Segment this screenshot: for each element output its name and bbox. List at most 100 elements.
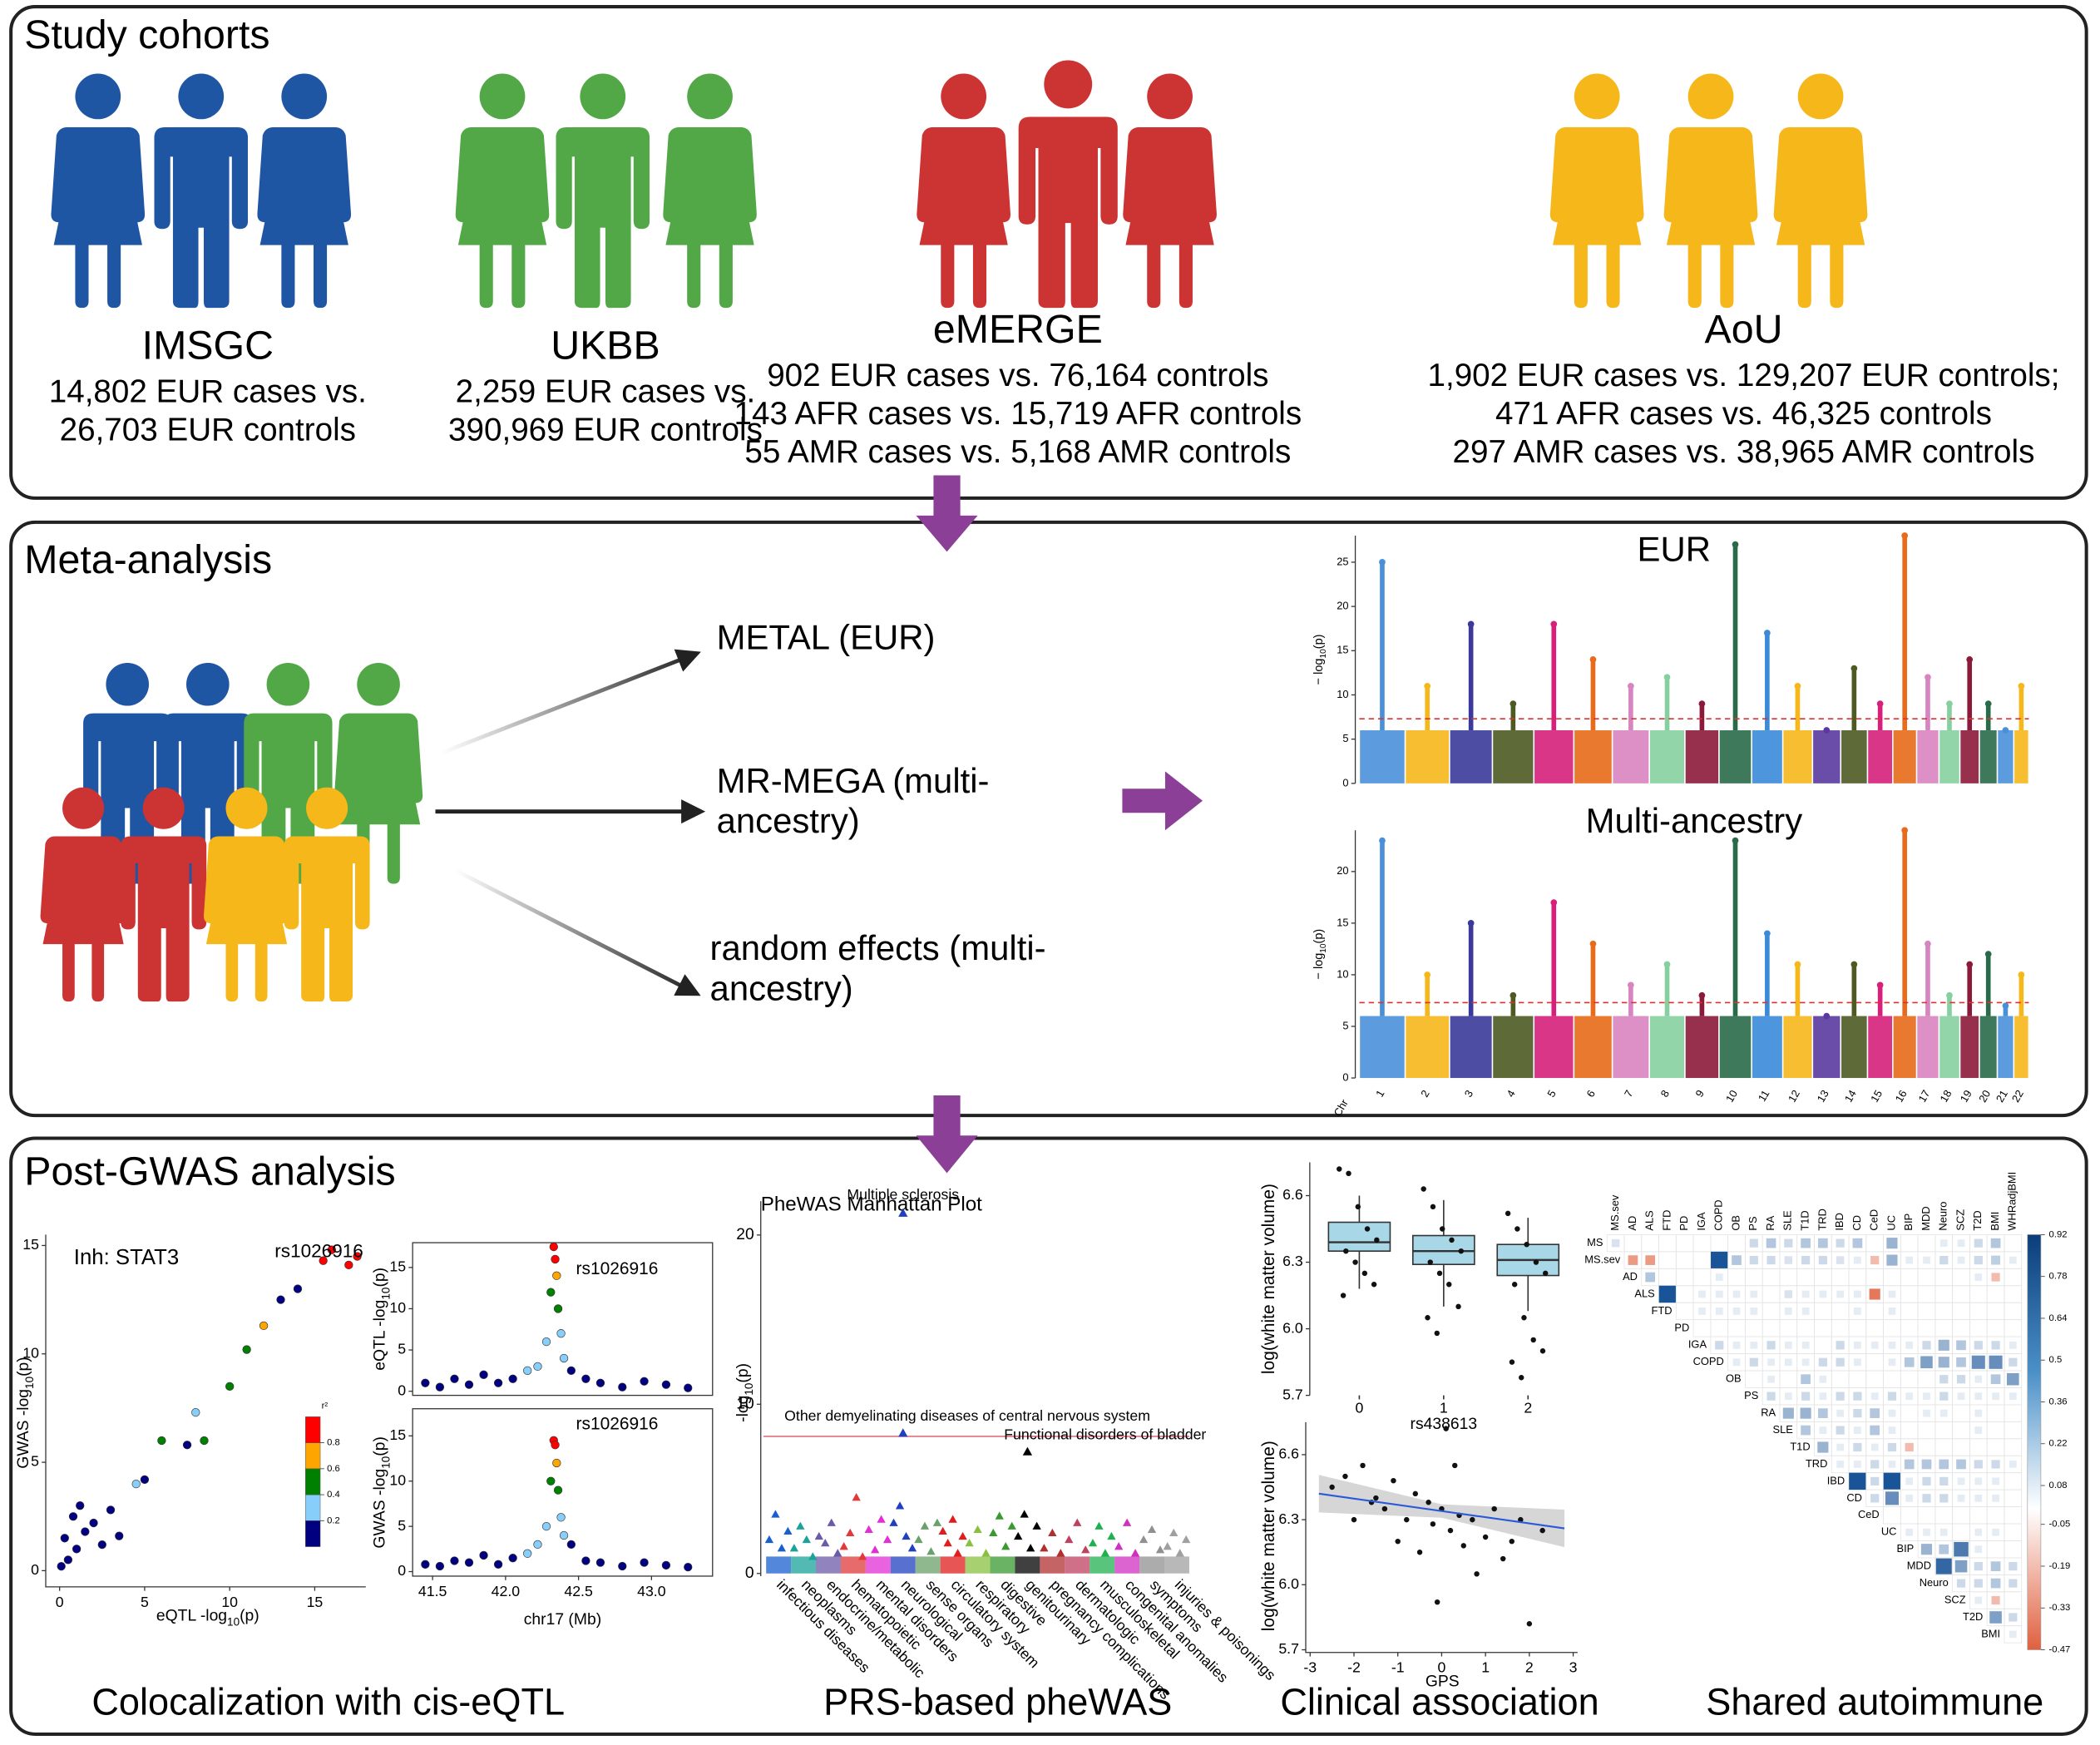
point (839, 1542, 848, 1550)
cell (1923, 1528, 1930, 1536)
point (1374, 1237, 1380, 1243)
point (1391, 1477, 1396, 1484)
peak-point (1467, 920, 1475, 927)
row-label: IGA (1688, 1338, 1707, 1351)
legend-swatch (305, 1520, 321, 1547)
peak-point (1946, 700, 1953, 707)
point (97, 1540, 106, 1550)
row-label: COPD (1693, 1355, 1724, 1367)
cell (1905, 1341, 1914, 1349)
chromosome-band (1649, 730, 1685, 784)
arrow (441, 649, 701, 755)
chromosome-band (1613, 1016, 1649, 1079)
y-tick-label: 6.0 (1282, 1319, 1303, 1336)
column-label: AD (1626, 1216, 1638, 1231)
row-label: AD (1623, 1270, 1638, 1283)
cell (1715, 1341, 1724, 1350)
cell (1801, 1255, 1811, 1265)
cell (1818, 1255, 1827, 1265)
y-tick-label: 10 (736, 1395, 754, 1412)
point (479, 1370, 488, 1379)
point (225, 1382, 235, 1392)
chromosome-band (2014, 730, 2028, 784)
method-label: METAL (EUR) (717, 618, 936, 657)
chromosome-band (1574, 1016, 1612, 1079)
cell (1766, 1238, 1776, 1248)
point (1056, 1549, 1065, 1557)
category-band (965, 1556, 991, 1574)
point (932, 1518, 942, 1526)
row-label: MS.sev (1584, 1253, 1620, 1265)
point (140, 1475, 150, 1485)
point (523, 1366, 532, 1376)
point (76, 1501, 85, 1510)
point (479, 1550, 488, 1560)
chromosome-band (1719, 1016, 1752, 1079)
point (566, 1366, 576, 1376)
cell (1784, 1290, 1793, 1298)
point (1020, 1510, 1029, 1518)
point (581, 1556, 590, 1565)
point (1509, 1359, 1515, 1365)
method-label: ancestry) (710, 968, 853, 1007)
peak-point (1627, 981, 1634, 989)
column-label: TRD (1816, 1209, 1828, 1230)
chromosome-band (1752, 730, 1782, 784)
peak-point (1589, 940, 1597, 947)
chromosome-band (1813, 1016, 1841, 1079)
chromosome-band (1979, 730, 1997, 784)
point (552, 1458, 561, 1468)
plot-title: EUR (1638, 529, 1711, 568)
cell (1957, 1392, 1965, 1401)
point (981, 1549, 991, 1557)
cell (1854, 1426, 1861, 1434)
point (1434, 1330, 1440, 1337)
y-tick-label: 25 (1337, 555, 1348, 567)
cell (1974, 1528, 1983, 1536)
flow-arrows (916, 475, 1203, 1174)
cell (1854, 1461, 1861, 1468)
cell (1990, 1374, 2001, 1385)
chromosome-band (1868, 730, 1893, 784)
cell (1886, 1238, 1898, 1249)
cell (1905, 1442, 1914, 1452)
panel-title: Meta-analysis (24, 537, 272, 582)
x-axis-label: rs438613 (1411, 1416, 1478, 1433)
cell (2009, 1392, 2017, 1401)
cell (1836, 1357, 1845, 1367)
y-tick-label: 0 (398, 1562, 406, 1579)
cell (2009, 1341, 2017, 1349)
peak-point (1901, 532, 1909, 539)
cell (1801, 1290, 1810, 1298)
point (553, 1304, 563, 1313)
y-tick-label: 15 (389, 1258, 406, 1275)
cell (1784, 1341, 1792, 1349)
cell (1991, 1255, 2001, 1265)
column-label: CeD (1868, 1209, 1880, 1231)
point (1427, 1259, 1433, 1265)
point (1539, 1348, 1546, 1354)
row-label: MDD (1907, 1560, 1931, 1572)
point (895, 1501, 905, 1510)
point (1530, 1337, 1536, 1343)
y-tick-label: 20 (1337, 600, 1348, 612)
point (953, 1549, 962, 1557)
point (1360, 1462, 1366, 1469)
point (1455, 1303, 1461, 1310)
point (1533, 1259, 1539, 1265)
cell (1905, 1477, 1914, 1485)
cell (1974, 1545, 1983, 1554)
point (1509, 1538, 1514, 1545)
peak-point (1550, 899, 1558, 906)
cell (1989, 1355, 2003, 1369)
text-part: 10 (23, 1377, 36, 1389)
chromosome-band (1783, 730, 1812, 784)
annotated-point (1022, 1446, 1033, 1456)
point (551, 1254, 560, 1264)
point (938, 1526, 947, 1535)
peak-point (1698, 700, 1706, 707)
cohort-line: 14,802 EUR cases vs. (49, 374, 367, 410)
cell (1974, 1579, 1983, 1588)
cell (1939, 1239, 1948, 1248)
